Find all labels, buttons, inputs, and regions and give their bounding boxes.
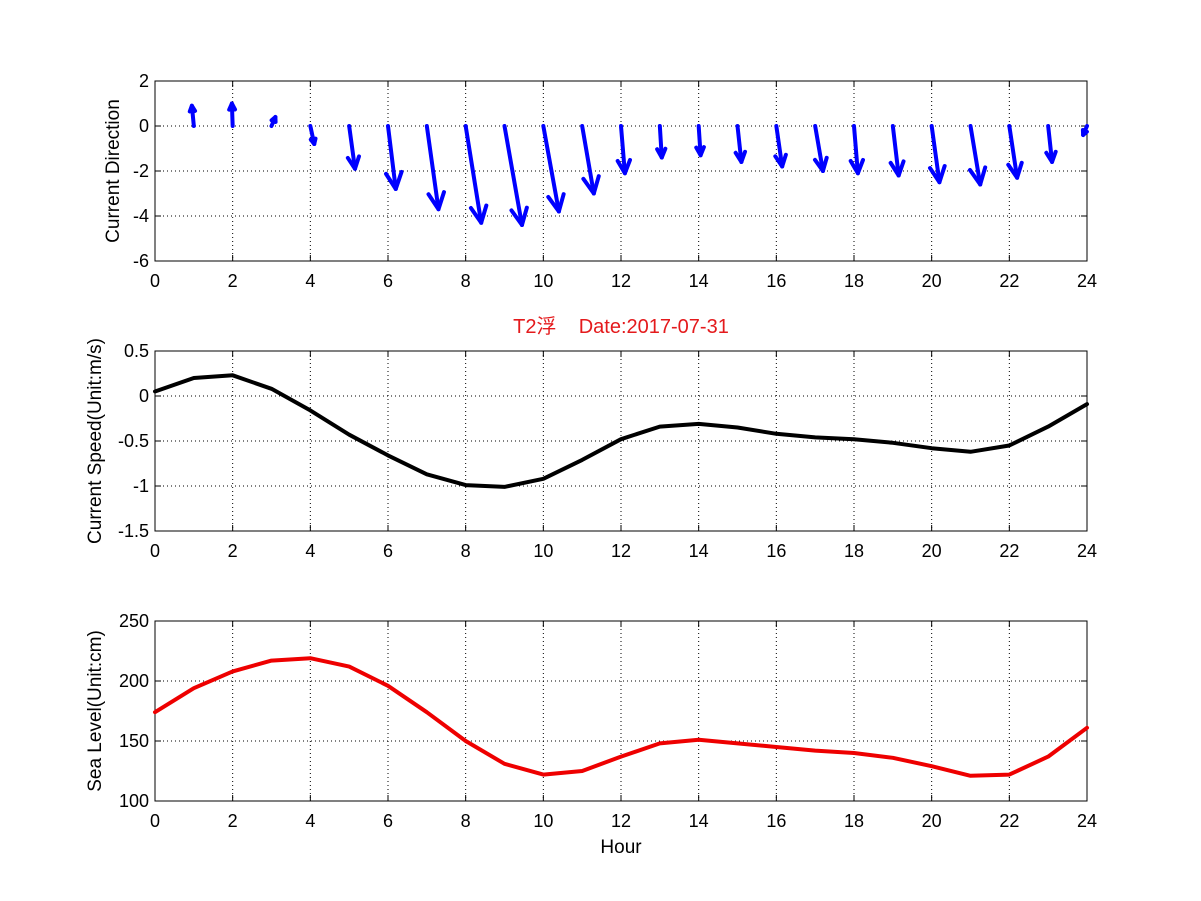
direction-arrow: [888, 124, 906, 178]
direction-arrow: [812, 124, 829, 173]
y-tick-label: 0.5: [124, 341, 149, 361]
y-tick-label: 0: [139, 386, 149, 406]
x-tick-label: 0: [150, 271, 160, 291]
x-tick-label: 24: [1077, 811, 1097, 831]
direction-arrow: [384, 124, 404, 191]
x-tick-label: 10: [533, 811, 553, 831]
y-tick-label: 150: [119, 731, 149, 751]
x-tick-label: 14: [689, 811, 709, 831]
series-line: [153, 373, 1089, 489]
x-tick-label: 24: [1077, 541, 1097, 561]
x-tick-label: 20: [922, 271, 942, 291]
x-tick-label: 22: [999, 541, 1019, 561]
direction-arrow: [463, 124, 489, 225]
x-tick-label: 10: [533, 271, 553, 291]
direction-arrow: [424, 124, 446, 212]
series-line: [153, 656, 1089, 778]
y-tick-label: -6: [133, 251, 149, 271]
direction-arrow: [733, 124, 748, 164]
direction-arrow: [308, 124, 318, 146]
x-tick-label: 18: [844, 271, 864, 291]
x-tick-label: 22: [999, 271, 1019, 291]
x-tick-label: 0: [150, 541, 160, 561]
direction-arrow: [1080, 124, 1089, 137]
x-tick-label: 14: [689, 271, 709, 291]
x-tick-label: 16: [766, 811, 786, 831]
y-axis-label: Sea Level(Unit:cm): [85, 630, 106, 792]
x-tick-label: 14: [689, 541, 709, 561]
y-tick-label: 0: [139, 116, 149, 136]
direction-arrow: [1044, 124, 1058, 164]
direction-arrow: [227, 101, 238, 128]
x-tick-label: 8: [461, 541, 471, 561]
y-tick-label: 250: [119, 611, 149, 631]
direction-arrow: [187, 103, 198, 128]
direction-arrow: [269, 115, 278, 128]
y-tick-label: -1.5: [118, 521, 149, 541]
direction-arrow: [773, 124, 788, 169]
direction-arrow: [967, 124, 988, 187]
direction-arrow: [615, 124, 632, 176]
y-tick-label: 100: [119, 791, 149, 811]
x-tick-label: 4: [305, 271, 315, 291]
x-tick-label: 6: [383, 271, 393, 291]
x-tick-label: 18: [844, 811, 864, 831]
x-tick-label: 2: [228, 271, 238, 291]
y-tick-label: -0.5: [118, 431, 149, 451]
x-tick-label: 12: [611, 541, 631, 561]
y-tick-label: -4: [133, 206, 149, 226]
x-tick-label: 24: [1077, 271, 1097, 291]
x-tick-label: 4: [305, 811, 315, 831]
y-axis-label: Current Speed(Unit:m/s): [85, 338, 106, 544]
x-tick-label: 16: [766, 271, 786, 291]
x-tick-label: 6: [383, 811, 393, 831]
y-tick-label: -2: [133, 161, 149, 181]
direction-arrow: [694, 124, 706, 158]
x-tick-label: 12: [611, 811, 631, 831]
x-tick-label: 18: [844, 541, 864, 561]
x-tick-label: 20: [922, 541, 942, 561]
x-tick-label: 22: [999, 811, 1019, 831]
direction-arrow: [580, 124, 601, 196]
x-tick-label: 2: [228, 541, 238, 561]
y-tick-label: -1: [133, 476, 149, 496]
x-tick-label: 20: [922, 811, 942, 831]
x-tick-label: 10: [533, 541, 553, 561]
chart-title: T2浮 Date:2017-07-31: [513, 315, 729, 338]
x-tick-label: 2: [228, 811, 238, 831]
x-tick-label: 8: [461, 811, 471, 831]
direction-arrow: [1006, 124, 1024, 180]
x-tick-label: 4: [305, 541, 315, 561]
direction-arrow: [928, 124, 947, 185]
x-tick-label: 6: [383, 541, 393, 561]
y-tick-label: 2: [139, 71, 149, 91]
x-tick-label: 12: [611, 271, 631, 291]
direction-arrow: [848, 124, 865, 176]
direction-arrow: [502, 124, 529, 227]
x-tick-label: 0: [150, 811, 160, 831]
y-axis-label: Current Direction: [103, 99, 124, 243]
current-speed-panel: 0 2 4 6 8 10 12 14 16 18 20 22 24-1.5-1-0.500.5Curre…: [85, 315, 1097, 561]
direction-arrow: [345, 124, 361, 171]
direction-arrow: [541, 124, 566, 214]
x-tick-label: 8: [461, 271, 471, 291]
y-tick-label: 200: [119, 671, 149, 691]
direction-arrow: [655, 124, 668, 160]
plot-area: [154, 620, 1088, 802]
x-axis-label: Hour: [600, 837, 642, 858]
x-tick-label: 16: [766, 541, 786, 561]
